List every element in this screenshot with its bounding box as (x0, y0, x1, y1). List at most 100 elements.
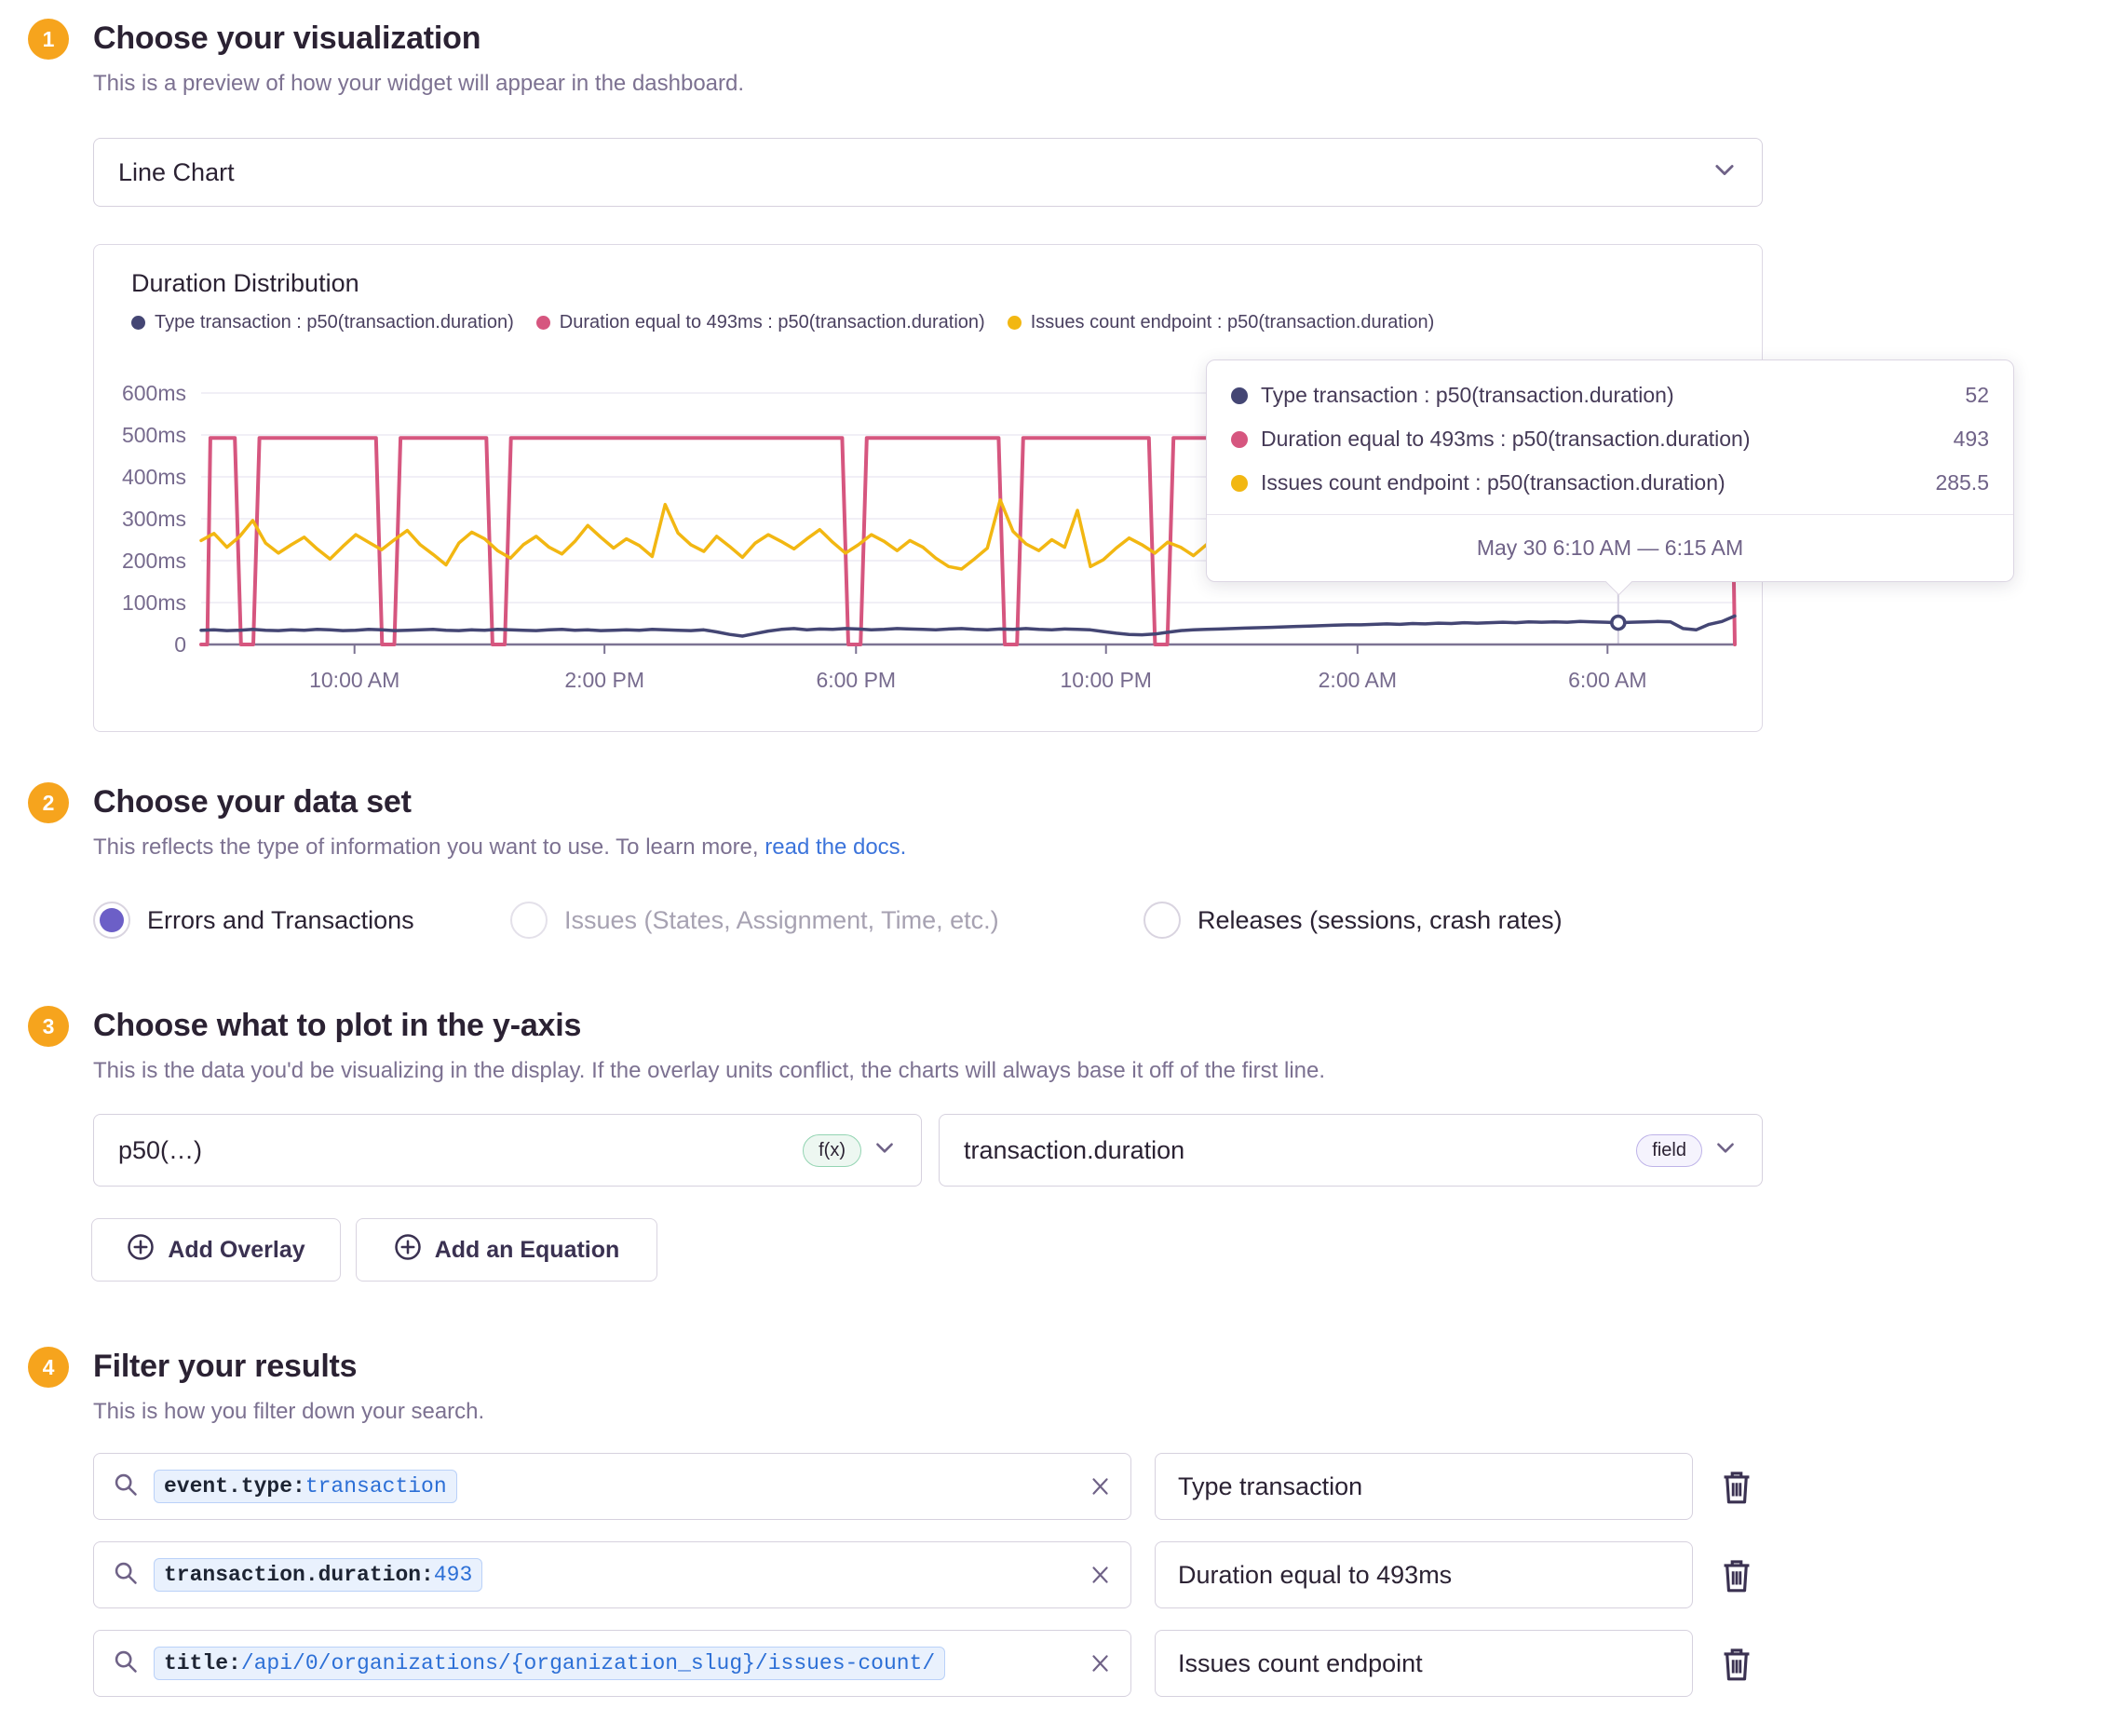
svg-text:2:00 PM: 2:00 PM (564, 668, 644, 692)
duration-distribution-plot[interactable]: 0 100ms 200ms 300ms 400ms 500ms 600ms 10:00 AM 2… (94, 360, 1764, 729)
step-4-title: Filter your results (93, 1349, 358, 1384)
tooltip-rows: Type transaction : p50(transaction.durat… (1207, 360, 2013, 514)
filter-name-input-1[interactable]: Type transaction (1155, 1453, 1693, 1520)
tooltip-series-label: Duration equal to 493ms : p50(transactio… (1261, 427, 1751, 451)
step-2-subtitle-text: This reflects the type of information yo… (93, 834, 765, 860)
step-1-subtitle: This is a preview of how your widget wil… (93, 71, 745, 96)
tooltip-row: Issues count endpoint : p50(transaction.… (1207, 461, 2013, 505)
add-overlay-button[interactable]: Add Overlay (91, 1218, 341, 1282)
add-overlay-label: Add Overlay (168, 1236, 305, 1263)
visualization-select[interactable]: Line Chart (93, 138, 1763, 207)
series-dot-pink (535, 316, 550, 330)
step-3-title: Choose what to plot in the y-axis (93, 1008, 582, 1043)
radio-selected-icon[interactable] (93, 902, 130, 939)
legend-label: Duration equal to 493ms : p50(transactio… (559, 312, 985, 332)
visualization-select-value: Line Chart (118, 157, 235, 186)
step-4-number: 4 (42, 1354, 55, 1379)
svg-text:10:00 AM: 10:00 AM (309, 668, 399, 692)
chevron-down-icon (1713, 1135, 1738, 1166)
step-4-badge: 4 (28, 1347, 69, 1388)
query-token-value: 493 (433, 1563, 473, 1587)
clear-query-icon[interactable] (1088, 1563, 1112, 1587)
yaxis-function-value: p50(…) (118, 1135, 203, 1164)
series-dot-navy (1231, 387, 1248, 404)
chart-title: Duration Distribution (131, 269, 359, 297)
legend-item[interactable]: Duration equal to 493ms : p50(transactio… (535, 312, 985, 333)
filter-query-input-1[interactable]: event.type:transaction (93, 1453, 1131, 1520)
step-3-badge: 3 (28, 1006, 69, 1047)
function-badge: f(x) (803, 1133, 861, 1167)
dataset-option-releases[interactable]: Releases (sessions, crash rates) (1143, 902, 1563, 939)
field-badge: field (1636, 1133, 1702, 1167)
chevron-down-icon (873, 1135, 897, 1166)
legend-label: Type transaction : p50(transaction.durat… (155, 312, 514, 332)
dataset-option-issues: Issues (States, Assignment, Time, etc.) (510, 902, 999, 939)
read-the-docs-link[interactable]: read the docs. (765, 834, 907, 860)
dataset-option-label: Releases (sessions, crash rates) (1198, 905, 1563, 934)
step-2-badge: 2 (28, 782, 69, 823)
step-3-subtitle: This is the data you'd be visualizing in… (93, 1058, 1326, 1083)
legend-label: Issues count endpoint : p50(transaction.… (1030, 312, 1435, 332)
search-icon (113, 1648, 139, 1679)
svg-text:100ms: 100ms (122, 590, 186, 615)
plus-circle-icon (127, 1233, 155, 1268)
filter-name-value: Duration equal to 493ms (1178, 1560, 1453, 1589)
step-1-number: 1 (42, 26, 55, 51)
filter-query-input-3[interactable]: title:/api/0/organizations/{organization… (93, 1630, 1131, 1697)
search-icon (113, 1560, 139, 1591)
svg-text:2:00 AM: 2:00 AM (1319, 668, 1397, 692)
clear-query-icon[interactable] (1088, 1474, 1112, 1499)
query-token-value: transaction (304, 1474, 447, 1499)
tooltip-time-range: May 30 6:10 AM — 6:15 AM (1207, 514, 2013, 581)
query-token-key: transaction.duration: (164, 1563, 434, 1587)
filter-name-input-3[interactable]: Issues count endpoint (1155, 1630, 1693, 1697)
svg-text:0: 0 (174, 632, 186, 657)
yaxis-function-select[interactable]: p50(…) f(x) (93, 1114, 922, 1187)
query-token[interactable]: event.type:transaction (154, 1470, 457, 1503)
tooltip-series-label: Issues count endpoint : p50(transaction.… (1261, 470, 1725, 495)
tooltip-row: Type transaction : p50(transaction.durat… (1207, 373, 2013, 417)
series-dot-yellow (1007, 316, 1022, 330)
svg-text:10:00 PM: 10:00 PM (1061, 668, 1152, 692)
svg-text:6:00 PM: 6:00 PM (816, 668, 896, 692)
search-icon (113, 1472, 139, 1502)
tooltip-series-value: 493 (1953, 427, 1989, 451)
yaxis-field-value: transaction.duration (964, 1135, 1185, 1164)
svg-text:500ms: 500ms (122, 423, 186, 447)
radio-unselected-icon[interactable] (1143, 902, 1181, 939)
query-token[interactable]: transaction.duration:493 (154, 1558, 483, 1592)
series-dot-yellow (1231, 474, 1248, 492)
delete-filter-button-2[interactable] (1719, 1556, 1754, 1595)
svg-text:400ms: 400ms (122, 465, 186, 489)
tooltip-series-label: Type transaction : p50(transaction.durat… (1261, 383, 1674, 407)
query-token-key: title: (164, 1651, 241, 1675)
svg-text:6:00 AM: 6:00 AM (1568, 668, 1646, 692)
chart-legend: Type transaction : p50(transaction.durat… (131, 312, 1434, 333)
tooltip-series-value: 52 (1965, 383, 1989, 407)
series-dot-navy (131, 316, 145, 330)
yaxis-field-select[interactable]: transaction.duration field (939, 1114, 1763, 1187)
delete-filter-button-1[interactable] (1719, 1468, 1754, 1507)
legend-item[interactable]: Type transaction : p50(transaction.durat… (131, 312, 514, 333)
add-equation-button[interactable]: Add an Equation (356, 1218, 657, 1282)
filter-name-value: Issues count endpoint (1178, 1648, 1423, 1677)
step-4-subtitle: This is how you filter down your search. (93, 1399, 485, 1424)
step-2-subtitle: This reflects the type of information yo… (93, 834, 906, 861)
add-equation-label: Add an Equation (434, 1236, 620, 1263)
delete-filter-button-3[interactable] (1719, 1645, 1754, 1684)
dataset-option-errors-transactions[interactable]: Errors and Transactions (93, 902, 414, 939)
legend-item[interactable]: Issues count endpoint : p50(transaction.… (1007, 312, 1435, 333)
query-token[interactable]: title:/api/0/organizations/{organization… (154, 1647, 946, 1680)
step-1-title: Choose your visualization (93, 20, 481, 56)
tooltip-row: Duration equal to 493ms : p50(transactio… (1207, 417, 2013, 461)
tooltip-series-value: 285.5 (1935, 470, 1989, 495)
svg-text:600ms: 600ms (122, 381, 186, 405)
clear-query-icon[interactable] (1088, 1651, 1112, 1675)
chart-tooltip: Type transaction : p50(transaction.durat… (1206, 359, 2014, 596)
plus-circle-icon (394, 1233, 422, 1268)
filter-query-input-2[interactable]: transaction.duration:493 (93, 1541, 1131, 1608)
filter-name-value: Type transaction (1178, 1472, 1363, 1500)
query-token-value: /api/0/organizations/{organization_slug}… (240, 1651, 936, 1675)
filter-name-input-2[interactable]: Duration equal to 493ms (1155, 1541, 1693, 1608)
